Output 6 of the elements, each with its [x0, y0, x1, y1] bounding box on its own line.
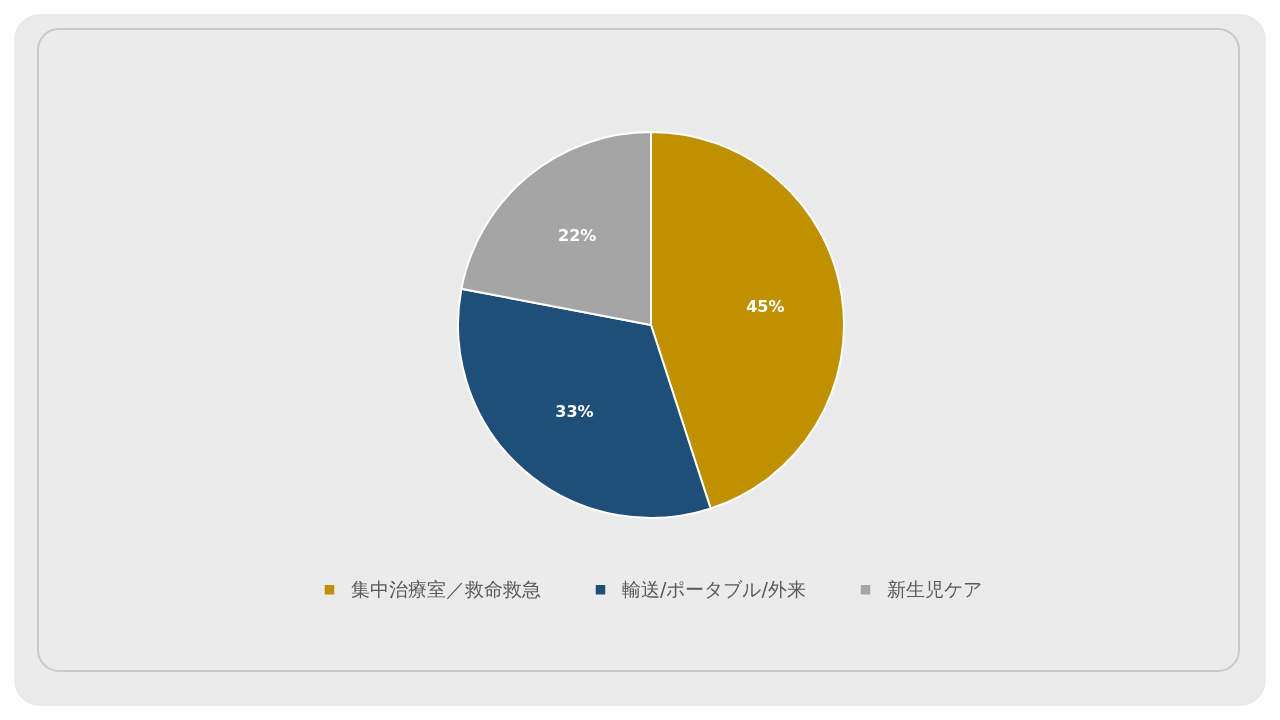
data-label: 22%	[558, 225, 597, 245]
data-label: 33%	[555, 401, 594, 421]
legend-label: 集中治療室／救命救急	[351, 577, 541, 600]
legend-label: 輸送/ポータブル/外来	[622, 577, 806, 600]
data-label: 45%	[746, 296, 785, 316]
legend-label: 新生児ケア	[887, 577, 982, 600]
